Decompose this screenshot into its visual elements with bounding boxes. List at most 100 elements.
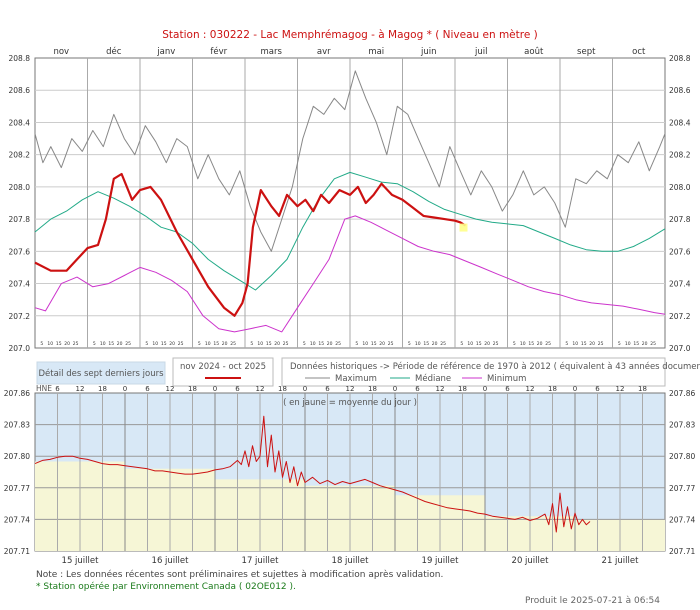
y-tick-label-left: 208.4 <box>9 118 31 127</box>
day-tick-label: 15 <box>318 341 324 347</box>
y-tick-label-left: 207.0 <box>9 344 31 353</box>
hour-label: 6 <box>415 385 420 393</box>
main-y-axis-left: 207.0 207.2 207.4 207.6 207.8 208.0 208.2 208.4… <box>9 54 31 353</box>
current-week-marker <box>459 223 468 232</box>
recent-y-tick-left: 207.74 <box>4 515 30 524</box>
historic-box <box>281 357 666 387</box>
hour-label: 12 <box>616 385 625 393</box>
hour-label: 6 <box>325 385 330 393</box>
day-tick-label: 5 <box>93 341 96 347</box>
day-tick-label: 5 <box>198 341 201 347</box>
month-label: juin <box>420 47 437 57</box>
detail-box[interactable] <box>36 361 166 385</box>
historic-label-text: Données historiques -> Période de référe… <box>290 361 700 372</box>
recent-y-tick-right: 207.80 <box>669 452 695 461</box>
y-tick-label-left: 207.8 <box>9 215 31 224</box>
day-label: 20 juillet <box>512 556 550 566</box>
day-label: 19 juillet <box>422 556 460 566</box>
legend: Détail des sept derniers jours nov 2024 … <box>36 357 700 387</box>
recent-hour-labels: 6 12 18 0 6 12 18 0 6 12 18 0 6 12 18 0 6 12 18 0 6 12 18 0 6 12 1… <box>55 385 647 393</box>
day-tick-label: 20 <box>64 341 70 347</box>
hour-label: 18 <box>278 385 287 393</box>
recent-subtitle: ( en jaune = moyenne du jour ) <box>283 398 417 408</box>
day-tick-label: 10 <box>47 341 53 347</box>
hour-label: 12 <box>76 385 85 393</box>
day-tick-label: 5 <box>618 341 621 347</box>
hour-label: 0 <box>213 385 217 393</box>
recent-y-tick-right: 207.83 <box>669 421 695 430</box>
recent-level-line <box>34 415 591 533</box>
y-tick-label-right: 207.0 <box>669 344 691 353</box>
max-label: Maximum <box>335 374 377 384</box>
day-tick-label: 10 <box>572 341 578 347</box>
month-label: août <box>524 47 544 57</box>
day-tick-label: 5 <box>355 341 358 347</box>
y-tick-label-right: 208.2 <box>669 151 691 160</box>
month-label: janv <box>156 47 175 57</box>
y-tick-label-left: 207.6 <box>9 247 31 256</box>
day-tick-label: 5 <box>408 341 411 347</box>
y-tick-label-right: 207.8 <box>669 215 691 224</box>
series-line-minimum <box>34 215 666 333</box>
day-tick-label: 25 <box>388 341 394 347</box>
day-tick-label: 25 <box>598 341 604 347</box>
day-tick-label: 25 <box>650 341 656 347</box>
recent-y-tick-left: 207.77 <box>4 484 30 493</box>
recent-y-tick-left: 207.83 <box>4 421 30 430</box>
day-tick-label: 15 <box>528 341 534 347</box>
day-tick-label: 25 <box>230 341 236 347</box>
y-tick-label-right: 207.4 <box>669 280 691 289</box>
day-tick-label: 5 <box>145 341 148 347</box>
main-day-ticks: 5 10 15 20 25 5 10 15 20 25 5 10 15 20 25 5 10 15 20 25 5 10 1… <box>40 341 656 347</box>
note-preliminary: Note : Les données récentes sont prélimi… <box>36 570 444 580</box>
y-tick-label-right: 207.2 <box>669 312 691 321</box>
day-tick-label: 15 <box>633 341 639 347</box>
day-tick-label: 20 <box>169 341 175 347</box>
day-label: 17 juillet <box>242 556 280 566</box>
series-line-maximum <box>34 70 666 252</box>
main-grid <box>35 58 665 348</box>
day-tick-label: 20 <box>379 341 385 347</box>
day-tick-label: 15 <box>213 341 219 347</box>
hour-label: 18 <box>638 385 647 393</box>
recent-series <box>34 415 591 533</box>
hour-label: 12 <box>526 385 535 393</box>
day-tick-label: 25 <box>283 341 289 347</box>
y-tick-label-left: 208.8 <box>9 54 31 63</box>
day-tick-label: 15 <box>423 341 429 347</box>
y-tick-label-left: 208.2 <box>9 151 31 160</box>
day-tick-label: 15 <box>56 341 62 347</box>
day-tick-label: 5 <box>250 341 253 347</box>
day-tick-label: 10 <box>257 341 263 347</box>
hour-label: 0 <box>303 385 307 393</box>
hne-label: HNE <box>36 384 52 393</box>
day-tick-label: 10 <box>152 341 158 347</box>
recent-grid <box>35 393 665 551</box>
hour-label: 12 <box>166 385 175 393</box>
day-tick-label: 5 <box>565 341 568 347</box>
current-box <box>172 357 274 387</box>
series-line-median <box>34 171 666 291</box>
day-tick-label: 10 <box>100 341 106 347</box>
day-tick-label: 20 <box>432 341 438 347</box>
day-tick-label: 10 <box>205 341 211 347</box>
recent-y-tick-right: 207.77 <box>669 484 695 493</box>
day-tick-label: 10 <box>415 341 421 347</box>
month-label: mars <box>261 47 283 57</box>
day-label: 16 juillet <box>152 556 190 566</box>
month-label: déc <box>106 46 122 57</box>
recent-y-tick-right: 207.71 <box>669 547 695 556</box>
day-tick-label: 20 <box>589 341 595 347</box>
recent-y-tick-right: 207.74 <box>669 515 695 524</box>
month-label: oct <box>632 47 646 57</box>
day-tick-label: 25 <box>178 341 184 347</box>
day-tick-label: 20 <box>537 341 543 347</box>
day-tick-label: 5 <box>40 341 43 347</box>
hour-label: 18 <box>98 385 107 393</box>
month-label: avr <box>317 47 331 57</box>
day-tick-label: 20 <box>327 341 333 347</box>
main-month-labels: nov déc janv févr mars avr mai juin juil août sept… <box>53 46 646 57</box>
y-tick-label-right: 208.6 <box>669 86 691 95</box>
hour-label: 18 <box>548 385 557 393</box>
day-tick-label: 15 <box>371 341 377 347</box>
